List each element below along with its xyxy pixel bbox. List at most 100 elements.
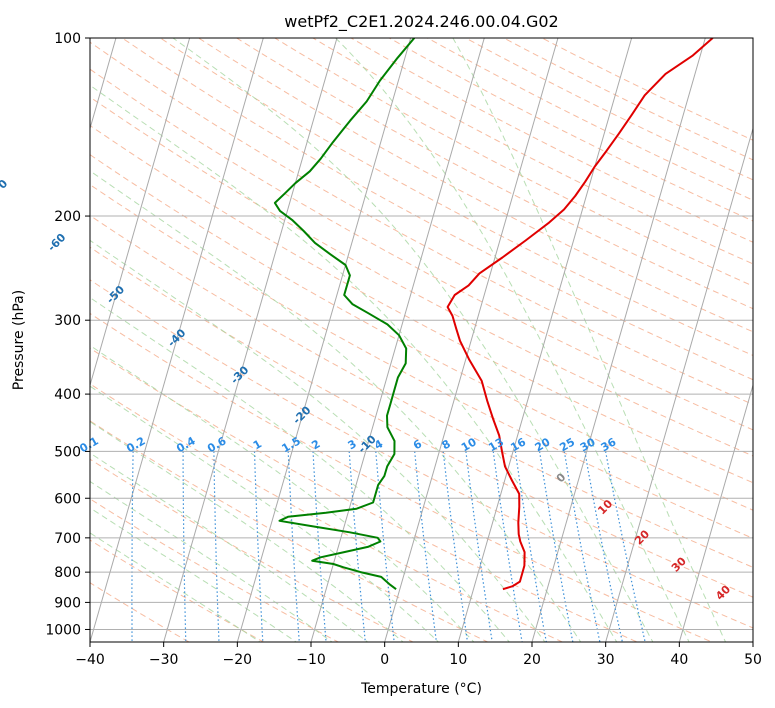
isotherm-line xyxy=(236,38,412,642)
y-tick-label: 100 xyxy=(54,31,81,47)
moist-adiabat xyxy=(90,385,440,642)
isotherm-label: -60 xyxy=(45,231,68,254)
isotherm-line xyxy=(90,38,264,642)
mixing-ratio-line xyxy=(253,451,264,642)
isotherm-line xyxy=(384,38,559,642)
dry-adiabat xyxy=(90,383,564,642)
mixing-ratio-line xyxy=(492,451,523,642)
temperature-line xyxy=(446,38,714,591)
y-axis: 100 200 300 400 500 600 700 800 900 1000 xyxy=(45,31,90,638)
dry-adiabat xyxy=(90,246,753,598)
mixing-ratio-line xyxy=(414,451,438,642)
mixing-ratio-line xyxy=(514,451,547,642)
dry-adiabat xyxy=(90,184,753,539)
mixing-ratio-line xyxy=(605,451,646,642)
mixing-ratio-line xyxy=(348,451,366,642)
mixing-ratio-label: 2 xyxy=(309,437,322,452)
moist-adiabat xyxy=(90,507,298,642)
isotherm-label: -40 xyxy=(165,326,188,349)
dry-adiabat xyxy=(90,498,340,642)
moist-adiabat-label: 10 xyxy=(595,497,615,517)
dry-adiabat xyxy=(90,41,753,406)
isotherm-line xyxy=(310,38,485,642)
dry-adiabat xyxy=(90,279,753,629)
dry-adiabat xyxy=(121,38,753,381)
dry-adiabat xyxy=(311,38,753,265)
background-lines xyxy=(82,38,753,644)
mixing-ratio-line xyxy=(182,451,187,642)
moist-adiabat xyxy=(90,452,369,642)
mixing-ratio-line xyxy=(82,451,86,644)
moist-adiabat xyxy=(335,38,690,642)
mixing-ratio-line xyxy=(131,451,134,642)
x-tick-label: −20 xyxy=(223,652,253,668)
chart-title: wetPf2_C2E1.2024.246.00.04.G02 xyxy=(284,12,558,32)
x-tick-label: 30 xyxy=(597,652,615,668)
x-tick-label: 50 xyxy=(744,652,762,668)
moist-adiabat-label: 20 xyxy=(632,527,652,547)
dry-adiabat xyxy=(426,38,753,201)
x-tick-label: −10 xyxy=(296,652,326,668)
y-tick-label: 400 xyxy=(54,387,81,403)
pressure-gridlines xyxy=(90,38,753,630)
x-axis-title: Temperature (°C) xyxy=(360,681,482,697)
dry-adiabat xyxy=(159,38,753,357)
isotherm-label: -70 xyxy=(0,177,10,200)
dewpoint-line xyxy=(273,38,416,590)
y-tick-label: 500 xyxy=(54,444,81,460)
y-axis-title: Pressure (hPa) xyxy=(11,290,27,390)
mixing-ratio-label: 1.5 xyxy=(279,434,302,455)
mixing-ratio-line xyxy=(287,451,300,642)
mixing-ratio-line xyxy=(539,451,574,642)
mixing-ratio-label: 0.6 xyxy=(205,434,229,455)
moist-adiabat xyxy=(90,421,404,642)
dry-adiabat xyxy=(273,38,753,287)
y-tick-label: 700 xyxy=(54,531,81,547)
mixing-ratio-label: 6 xyxy=(411,437,424,452)
mixing-ratio-label: 4 xyxy=(372,437,385,452)
mixing-ratio-line xyxy=(465,451,493,642)
dry-adiabat xyxy=(502,38,753,161)
y-tick-label: 300 xyxy=(54,313,81,329)
dry-adiabat xyxy=(90,68,753,431)
moist-adiabat xyxy=(90,239,546,642)
x-axis: −40 −30 −20 −10 0 10 20 30 40 50 xyxy=(75,642,762,668)
moist-adiabat-label: 40 xyxy=(713,582,733,602)
dry-adiabat xyxy=(350,38,753,243)
isotherm-line xyxy=(678,383,753,642)
moist-adiabat xyxy=(452,38,727,642)
mixing-ratio-line xyxy=(375,451,395,642)
y-tick-label: 600 xyxy=(54,491,81,507)
isotherm-label: -20 xyxy=(290,403,313,426)
dry-adiabat xyxy=(197,38,753,333)
y-tick-label: 800 xyxy=(54,565,81,581)
mixing-ratio-label: 8 xyxy=(440,437,453,452)
x-tick-label: −30 xyxy=(149,652,179,668)
moist-adiabat xyxy=(90,297,510,642)
isotherm-label: -50 xyxy=(104,283,127,306)
isotherm-line xyxy=(531,38,706,642)
moist-adiabat xyxy=(90,344,475,642)
moist-adiabat-label: 30 xyxy=(669,554,689,574)
isotherm-label: -30 xyxy=(228,363,251,386)
mixing-ratio-line xyxy=(563,451,601,642)
dry-adiabat xyxy=(464,38,753,181)
mixing-ratio-label: 1 xyxy=(251,437,264,452)
mixing-ratio-line xyxy=(213,451,220,642)
moist-adiabat xyxy=(90,480,333,642)
x-tick-label: 10 xyxy=(449,652,467,668)
y-tick-label: 200 xyxy=(54,209,81,225)
x-tick-label: 20 xyxy=(523,652,541,668)
y-tick-label: 1000 xyxy=(45,622,81,638)
y-tick-label: 900 xyxy=(54,595,81,611)
mixing-ratio-line xyxy=(442,451,469,642)
mixing-ratio-line xyxy=(584,451,623,642)
dry-adiabat xyxy=(235,38,753,310)
isotherm-line xyxy=(605,126,753,642)
mixing-ratio-label: 0.4 xyxy=(174,434,198,455)
isotherm-line xyxy=(90,38,191,388)
plot-frame xyxy=(89,37,754,643)
x-tick-label: −40 xyxy=(75,652,105,668)
x-tick-label: 40 xyxy=(670,652,688,668)
